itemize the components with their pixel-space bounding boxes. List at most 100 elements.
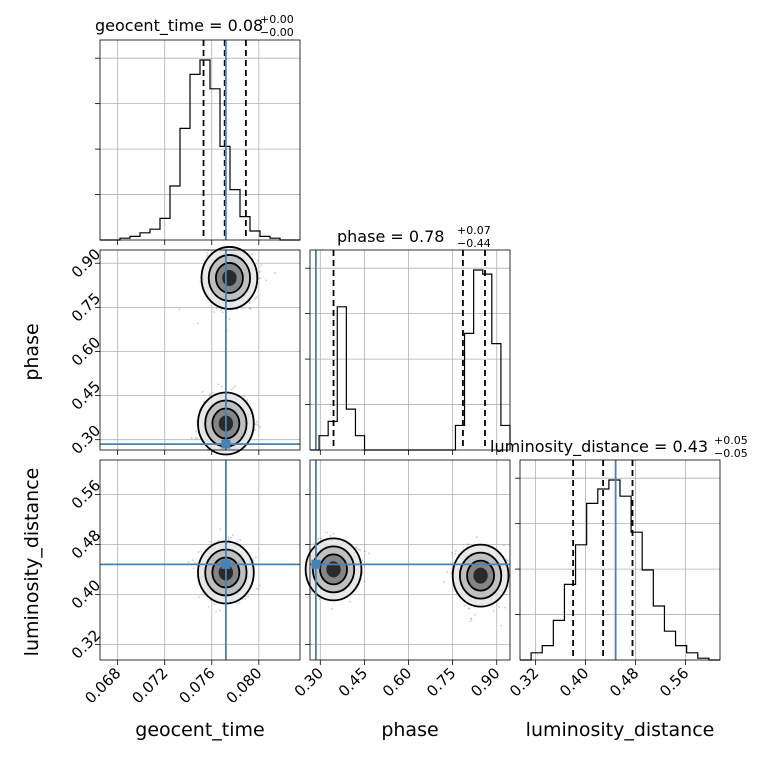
title-geocent-time: geocent_time = 0.08: [95, 16, 263, 36]
histogram-phase: [310, 270, 510, 450]
sample-point: [255, 423, 257, 425]
sample-point: [443, 581, 445, 583]
sample-point: [222, 311, 224, 313]
xlabel-geocent-time: geocent_time: [135, 719, 264, 741]
ylabel-phase: phase: [21, 323, 43, 380]
xlabel-luminosity-distance: luminosity_distance: [526, 719, 715, 741]
sample-point: [220, 528, 222, 530]
sample-point: [243, 395, 245, 397]
sample-point: [188, 561, 190, 563]
xtick-label-phase: 0.30: [291, 664, 327, 700]
sample-point: [251, 253, 253, 255]
truth-marker-geocent-time-vs-phase: [221, 440, 230, 449]
xtick-label-phase: 0.60: [379, 664, 415, 700]
title-geocent-time-minus: −0.00: [260, 26, 294, 39]
sample-point: [470, 620, 472, 622]
sample-point: [246, 399, 248, 401]
sample-point: [232, 387, 234, 389]
sample-point: [178, 309, 180, 311]
sample-point: [326, 532, 328, 534]
title-luminosity-distance: luminosity_distance = 0.43: [490, 437, 708, 457]
sample-point: [455, 550, 457, 552]
sample-point: [504, 607, 506, 609]
truth-marker-geocent-time-vs-luminosity-distance: [221, 560, 230, 569]
sample-point: [209, 541, 211, 543]
sample-point: [239, 602, 241, 604]
sample-point: [212, 392, 214, 394]
sample-point: [331, 608, 333, 610]
sample-point: [452, 554, 454, 556]
sample-point: [255, 556, 257, 558]
sample-point: [451, 552, 453, 554]
xtick-label-geocent-time: 0.076: [175, 664, 218, 707]
sample-point: [359, 549, 361, 551]
sample-point: [254, 429, 256, 431]
title-luminosity-distance-plus: +0.05: [714, 434, 748, 447]
ylabel-luminosity-distance: luminosity_distance: [21, 468, 43, 657]
ytick-label-luminosity-distance: 0.32: [68, 626, 104, 662]
sample-point: [244, 598, 246, 600]
sample-point: [257, 424, 259, 426]
sample-point: [329, 535, 331, 537]
sample-point: [217, 383, 219, 385]
sample-point: [320, 538, 322, 540]
sample-point: [259, 585, 261, 587]
sample-point: [193, 567, 195, 569]
xtick-label-luminosity-distance: 0.40: [556, 664, 592, 700]
sample-point: [256, 588, 258, 590]
sample-point: [256, 421, 258, 423]
sample-point: [232, 534, 234, 536]
ytick-label-phase: 0.45: [68, 377, 104, 413]
sample-point: [257, 259, 259, 261]
sample-point: [476, 536, 478, 538]
xtick-label-geocent-time: 0.080: [223, 664, 266, 707]
sample-point: [192, 559, 194, 561]
sample-point: [221, 386, 223, 388]
sample-point: [474, 614, 476, 616]
xtick-label-luminosity-distance: 0.48: [606, 664, 642, 700]
sample-point: [227, 536, 229, 538]
sample-point: [468, 607, 470, 609]
ytick-label-luminosity-distance: 0.48: [68, 526, 104, 562]
sample-point: [202, 391, 204, 393]
sample-point: [446, 571, 448, 573]
sample-point: [256, 296, 258, 298]
sample-point: [220, 309, 222, 311]
xtick-label-phase: 0.90: [467, 664, 503, 700]
sample-point: [213, 603, 215, 605]
sample-point: [234, 385, 236, 387]
ytick-label-phase: 0.60: [68, 333, 104, 369]
sample-point: [260, 265, 262, 267]
title-phase-minus: −0.44: [457, 237, 491, 250]
sample-point: [317, 538, 319, 540]
sample-point: [213, 311, 215, 313]
title-phase-plus: +0.07: [457, 224, 491, 237]
sample-point: [231, 389, 233, 391]
sample-point: [259, 426, 261, 428]
sample-point: [368, 553, 370, 555]
sample-point: [356, 547, 358, 549]
sample-point: [364, 550, 366, 552]
sample-point: [198, 596, 200, 598]
sample-point: [215, 611, 217, 613]
sample-point: [219, 610, 221, 612]
sample-point: [197, 322, 199, 324]
sample-point: [250, 307, 252, 309]
sample-point: [500, 625, 502, 627]
sample-point: [191, 437, 193, 439]
sample-point: [361, 560, 363, 562]
frame-phase: [310, 250, 510, 450]
sample-point: [464, 605, 466, 607]
xtick-label-phase: 0.45: [335, 664, 371, 700]
sample-point: [241, 307, 243, 309]
title-luminosity-distance-minus: −0.05: [714, 447, 748, 460]
ytick-label-phase: 0.30: [68, 422, 104, 458]
ytick-label-phase: 0.90: [68, 245, 104, 281]
sample-point: [467, 544, 469, 546]
sample-point: [206, 252, 208, 254]
xtick-label-geocent-time: 0.068: [81, 664, 124, 707]
ytick-label-luminosity-distance: 0.56: [68, 476, 104, 512]
sample-point: [258, 588, 260, 590]
title-geocent-time-plus: +0.00: [260, 13, 294, 26]
